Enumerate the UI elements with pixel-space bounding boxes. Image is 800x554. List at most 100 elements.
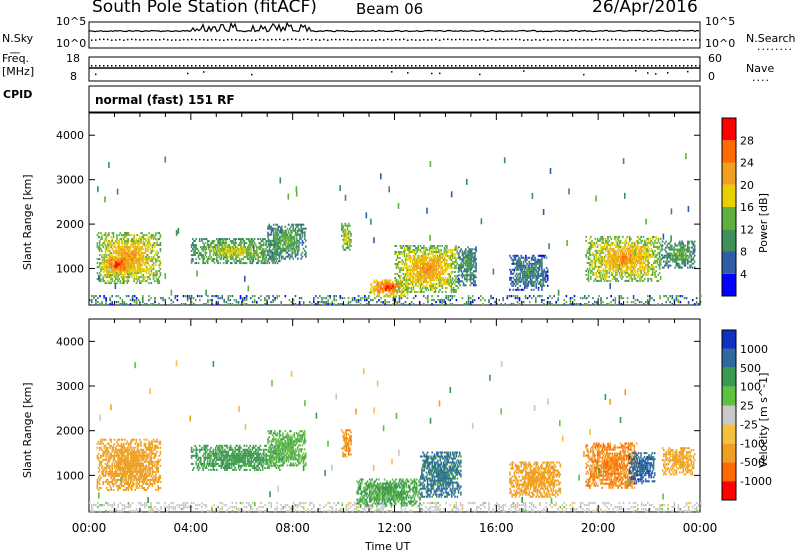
power-echo-cell	[427, 253, 430, 255]
power-echo-cell	[140, 240, 142, 243]
power-echo-cell	[593, 253, 596, 256]
power-echo-cell	[152, 244, 155, 247]
power-echo-cell	[142, 244, 145, 247]
power-echo-cell	[599, 269, 601, 272]
power-echo-cell	[639, 263, 641, 266]
power-echo-cell	[97, 297, 99, 300]
power-echo-cell	[458, 278, 460, 281]
power-echo-cell	[601, 241, 604, 244]
power-echo-cell	[111, 274, 114, 277]
power-echo-cell	[261, 244, 264, 247]
power-echo-cell	[454, 267, 456, 269]
power-echo-cell	[158, 260, 161, 263]
power-echo-cell	[616, 255, 618, 258]
power-echo-cell	[509, 278, 511, 281]
power-echo-cell	[622, 297, 625, 300]
power-echo-cell	[592, 243, 594, 246]
power-echo-cell	[197, 256, 200, 259]
power-echo-cell	[406, 255, 408, 257]
power-echo-cell	[120, 234, 123, 237]
power-echo-cell	[133, 256, 135, 259]
power-echo-cell	[433, 299, 435, 302]
power-echo-cell	[235, 299, 238, 302]
power-echo-cell	[638, 267, 640, 270]
power-echo-cell	[132, 268, 134, 271]
power-echo-cell	[351, 299, 354, 302]
power-echo-cell	[131, 252, 133, 255]
power-echo-cell	[658, 263, 661, 266]
power-echo-cell	[409, 291, 411, 293]
power-echo-cell	[467, 256, 469, 259]
power-echo-cell	[103, 297, 105, 300]
power-echo-cell	[514, 266, 517, 269]
power-echo-cell	[458, 252, 460, 255]
power-echo-cell	[458, 256, 460, 259]
power-echo-cell	[221, 250, 224, 253]
power-echo-cell	[249, 248, 251, 251]
power-echo-cell	[112, 256, 115, 259]
power-echo-cell	[637, 279, 639, 282]
power-echo-cell	[150, 266, 153, 269]
power-echo-cell	[95, 303, 97, 306]
power-echo-cell	[115, 255, 118, 258]
power-echo-cell	[616, 257, 618, 260]
power-echo-cell	[120, 250, 123, 253]
power-echo-cell	[144, 276, 147, 279]
power-echo-cell	[641, 239, 644, 242]
power-echo-cell	[236, 260, 239, 263]
power-echo-cell	[646, 255, 648, 258]
power-echo-cell	[522, 288, 525, 291]
power-echo-cell	[474, 270, 476, 273]
power-echo-cell	[590, 275, 592, 278]
power-echo-cell	[645, 247, 647, 250]
power-echo-cell	[414, 277, 416, 279]
power-echo-cell	[522, 270, 525, 273]
power-echo-cell	[216, 250, 218, 253]
power-echo-cell	[622, 271, 624, 274]
power-echo-cell	[402, 267, 405, 269]
power-echo-cell	[349, 242, 351, 245]
power-echo-cell	[465, 252, 467, 255]
power-echo-cell	[530, 262, 533, 265]
power-echo-cell	[257, 258, 259, 261]
power-echo-cell	[279, 247, 282, 250]
power-echo-cell	[124, 280, 126, 283]
power-echo-cell	[471, 301, 474, 304]
power-echo-cell	[133, 254, 135, 257]
nsearch-tick-lo: 10^0	[705, 37, 736, 50]
power-echo-cell	[218, 244, 220, 247]
power-echo-cell	[451, 251, 454, 253]
power-echo-cell	[162, 299, 164, 302]
power-echo-cell	[633, 241, 636, 244]
power-echo-cell	[397, 287, 400, 289]
power-echo-cell	[469, 262, 472, 265]
power-echo-cell	[675, 295, 678, 298]
power-echo-cell	[398, 297, 401, 300]
power-echo-cell	[426, 281, 429, 283]
power-echo-cell	[538, 268, 541, 271]
power-echo-cell	[456, 281, 458, 283]
power-echo-cell	[240, 238, 242, 241]
power-echo-cell	[271, 251, 274, 254]
power-echo-cell	[142, 268, 145, 271]
power-echo-cell	[482, 297, 484, 300]
power-echo-cell	[139, 262, 141, 265]
power-echo-cell	[259, 252, 262, 255]
power-echo-cell	[269, 239, 272, 242]
power-echo-cell	[395, 285, 397, 288]
power-echo-cell	[137, 238, 140, 241]
power-echo-cell	[381, 291, 384, 294]
power-echo-cell	[228, 256, 231, 259]
power-echo-cell	[116, 272, 118, 275]
power-echo-cell	[132, 238, 134, 241]
power-echo-cell	[344, 224, 347, 227]
power-echo-cell	[378, 291, 380, 294]
power-echo-cell	[623, 247, 625, 250]
power-echo-cell	[604, 241, 607, 244]
power-echo-cell	[653, 243, 655, 246]
power-echo-cell	[602, 261, 605, 264]
power-echo-cell	[524, 280, 526, 283]
power-echo-cell	[521, 274, 524, 277]
power-echo-cell	[422, 261, 424, 263]
power-echo-cell	[624, 257, 626, 260]
